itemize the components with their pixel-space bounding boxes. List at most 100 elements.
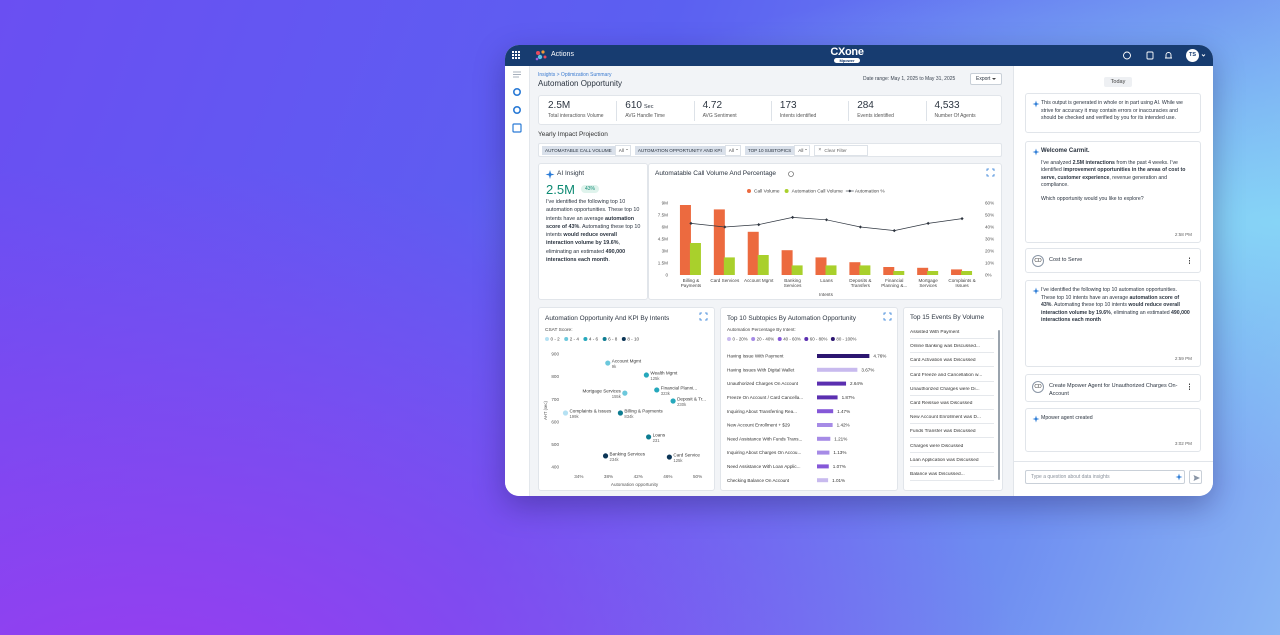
value-label: 1.87% — [842, 395, 855, 400]
clear-filter[interactable]: Clear Filter — [814, 144, 868, 156]
point[interactable] — [602, 453, 609, 459]
legend-label: 0 - 2 — [551, 337, 561, 342]
message-text: Mpower agent created — [1041, 415, 1191, 423]
nav-icon[interactable] — [513, 105, 522, 114]
line-marker — [791, 215, 795, 219]
nav-icon[interactable] — [513, 87, 522, 96]
point-volume: 125k — [650, 376, 660, 381]
event-item[interactable]: Card Reissue was Discussed — [910, 401, 994, 410]
event-item[interactable]: New Account Enrollment was D... — [910, 415, 994, 425]
event-item[interactable]: Charges were Discussed — [910, 444, 994, 453]
bar — [817, 381, 847, 386]
point-label: Loans — [653, 432, 666, 437]
y2-tick-label: 40% — [985, 225, 994, 230]
kpi-label: Number Of Agents — [934, 113, 976, 119]
legend-swatch — [784, 189, 789, 193]
chart-title: Automation Opportunity And KPI By Intent… — [545, 315, 670, 322]
breadcrumb[interactable]: Insights > Optimization Summary — [538, 72, 612, 78]
point[interactable] — [605, 360, 611, 366]
category-label: New Account Enrollment + $29 — [727, 423, 790, 428]
x-tick-label: Financial Planning &... — [881, 278, 908, 289]
legend-swatch — [747, 189, 751, 193]
expand-icon[interactable] — [986, 168, 995, 177]
point[interactable] — [643, 372, 649, 378]
point[interactable] — [654, 387, 660, 393]
y2-tick-label: 50% — [985, 213, 994, 218]
expand-icon[interactable] — [699, 312, 708, 321]
scrollbar[interactable] — [998, 330, 1000, 480]
insight-badge: 43% — [581, 185, 600, 193]
export-button[interactable]: Export — [970, 73, 1002, 85]
bar — [825, 265, 837, 275]
point[interactable] — [670, 398, 676, 404]
event-item[interactable]: Card Activation was Discussed — [910, 358, 994, 368]
scatter-chart-card: Automation Opportunity And KPI By Intent… — [538, 307, 715, 491]
text-segment: , eliminating an estimated — [546, 240, 620, 255]
sparkle-icon — [1032, 100, 1040, 108]
message-text: I've analyzed 2.5M interactions from the… — [1041, 160, 1191, 190]
point[interactable] — [666, 454, 672, 460]
more-button[interactable] — [1188, 257, 1190, 264]
event-item[interactable]: Card Freeze and Cancellation w... — [910, 373, 994, 382]
event-item[interactable]: Loan Application was Discussed — [910, 458, 994, 467]
value-label: 2.64% — [850, 381, 863, 386]
x-tick-label: Card Services — [710, 278, 740, 283]
event-item[interactable]: Online Banking was Discussed... — [910, 344, 994, 354]
insight-text: I've identified the following top 10 aut… — [546, 198, 644, 264]
y2-tick-label: 30% — [985, 237, 994, 242]
text-segment: This output is generated in whole or in … — [1041, 100, 1183, 122]
event-item[interactable]: Funds Transfer was Discussed — [910, 429, 994, 439]
event-item[interactable]: Balance was Discussed... — [910, 472, 994, 481]
point-label: Account Mgmt — [612, 359, 642, 364]
legend-label: 6 - 8 — [608, 337, 618, 342]
message-text: This output is generated in whole or in … — [1041, 100, 1191, 123]
nav-icon[interactable] — [512, 123, 522, 133]
app-grid-icon[interactable] — [512, 51, 520, 59]
notifications-icon[interactable] — [1165, 52, 1172, 59]
x-tick-label: Deposits & Transfers — [849, 278, 872, 289]
y2-tick-label: 20% — [985, 249, 994, 254]
filter-value[interactable]: All — [614, 144, 631, 156]
point[interactable] — [646, 434, 652, 440]
kpi-value: 4.72 — [702, 100, 723, 111]
kpi-value: 2.5M — [548, 100, 571, 111]
kpi-card: 2.5M Total interactions Volume 610 Sec AVG H… — [538, 95, 1002, 125]
user-avatar[interactable]: TS — [1186, 49, 1199, 62]
point[interactable] — [562, 410, 569, 416]
category-label: Need Assistance With Loan Applic... — [727, 464, 801, 469]
kpi-label: Events identified — [857, 113, 894, 119]
filter-label: TOP 10 SUBTOPICS — [744, 145, 795, 155]
point[interactable] — [617, 410, 623, 416]
text-segment: would reduce overall interaction volume … — [546, 232, 619, 247]
point[interactable] — [622, 390, 628, 396]
more-button[interactable] — [1188, 383, 1190, 390]
text-segment: would reduce overall interaction volume … — [1041, 302, 1180, 316]
user-menu-caret[interactable] — [1201, 54, 1206, 57]
menu-icon[interactable] — [513, 71, 521, 78]
category-label: Freeze On Account / Card Cancella... — [727, 395, 803, 400]
legend-swatch — [583, 337, 588, 341]
settings-icon[interactable] — [1146, 51, 1154, 60]
filter-value[interactable]: All — [794, 144, 811, 156]
bar — [723, 257, 735, 275]
filter[interactable]: TOP 10 SUBTOPICS All — [744, 144, 811, 156]
chat-message: Mpower agent created 3:02 PM — [1025, 408, 1201, 452]
chat-input[interactable]: Type a question about data insights — [1025, 470, 1185, 484]
bar — [817, 423, 833, 427]
timestamp: 2:58 PM — [1174, 232, 1192, 237]
event-item[interactable]: Assisted With Payment — [910, 330, 994, 339]
app-name: Actions — [551, 51, 574, 58]
expand-icon[interactable] — [883, 312, 892, 321]
legend-label: 8 - 10 — [627, 337, 639, 342]
info-icon[interactable] — [788, 171, 794, 177]
event-item[interactable]: Unauthorized Charges were Di... — [910, 387, 994, 396]
x-tick-label: Loans — [820, 278, 833, 283]
y-tick-label: 9M — [662, 201, 669, 206]
send-button[interactable] — [1189, 470, 1202, 484]
send-icon — [1193, 475, 1200, 481]
point-label: Financial Planni... — [661, 385, 697, 390]
help-icon[interactable] — [1123, 51, 1131, 60]
filter[interactable]: AUTOMATABLE CALL VOLUME All — [542, 144, 631, 156]
filter-value[interactable]: All — [724, 144, 741, 156]
filter[interactable]: AUTOMATION OPPORTUNITY AND KPI All — [634, 144, 741, 156]
